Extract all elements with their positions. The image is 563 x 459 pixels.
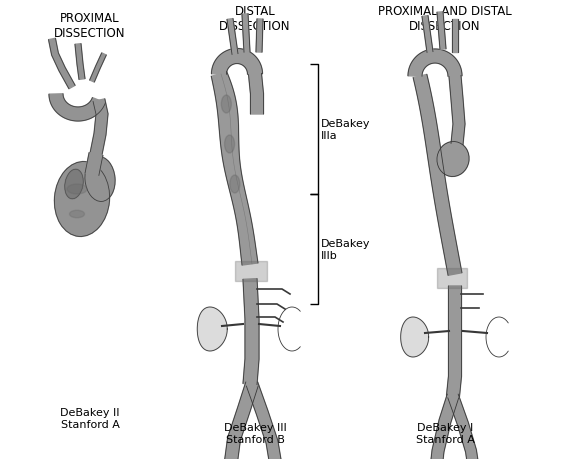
Polygon shape: [413, 75, 462, 276]
Polygon shape: [90, 100, 108, 156]
Ellipse shape: [67, 185, 87, 195]
Polygon shape: [235, 262, 267, 281]
Polygon shape: [212, 50, 262, 75]
Text: DeBakey II
Stanford A: DeBakey II Stanford A: [60, 408, 120, 429]
Polygon shape: [401, 317, 428, 357]
Ellipse shape: [221, 96, 231, 114]
Text: DeBakey I
Stanford A: DeBakey I Stanford A: [415, 422, 475, 444]
Polygon shape: [243, 279, 259, 385]
Polygon shape: [449, 76, 465, 146]
Ellipse shape: [69, 211, 84, 218]
Polygon shape: [75, 45, 85, 80]
Ellipse shape: [230, 176, 240, 194]
Polygon shape: [242, 15, 250, 53]
Polygon shape: [422, 17, 433, 53]
Polygon shape: [248, 74, 263, 115]
Ellipse shape: [225, 136, 235, 154]
Text: PROXIMAL
DISSECTION: PROXIMAL DISSECTION: [54, 12, 126, 40]
Text: DeBakey
IIIa: DeBakey IIIa: [321, 119, 370, 140]
Text: DISTAL
DISSECTION: DISTAL DISSECTION: [219, 5, 291, 33]
Polygon shape: [437, 13, 446, 50]
Ellipse shape: [65, 170, 83, 199]
Polygon shape: [256, 20, 263, 53]
Polygon shape: [247, 382, 283, 459]
Polygon shape: [448, 394, 480, 459]
Polygon shape: [408, 50, 462, 77]
Polygon shape: [224, 382, 258, 459]
Polygon shape: [90, 54, 106, 83]
Text: DeBakey III
Stanford B: DeBakey III Stanford B: [224, 422, 287, 444]
Polygon shape: [429, 394, 459, 459]
Text: DeBakey
IIIb: DeBakey IIIb: [321, 239, 370, 260]
Polygon shape: [211, 73, 258, 265]
Polygon shape: [227, 20, 238, 55]
Polygon shape: [49, 95, 105, 122]
Polygon shape: [48, 39, 75, 90]
Polygon shape: [85, 153, 103, 176]
Ellipse shape: [437, 142, 469, 177]
Polygon shape: [446, 286, 462, 397]
Ellipse shape: [85, 157, 115, 202]
Polygon shape: [197, 308, 227, 351]
Polygon shape: [437, 269, 467, 288]
Text: PROXIMAL AND DISTAL
DISSECTION: PROXIMAL AND DISTAL DISSECTION: [378, 5, 512, 33]
Polygon shape: [452, 20, 458, 53]
Ellipse shape: [55, 162, 110, 237]
